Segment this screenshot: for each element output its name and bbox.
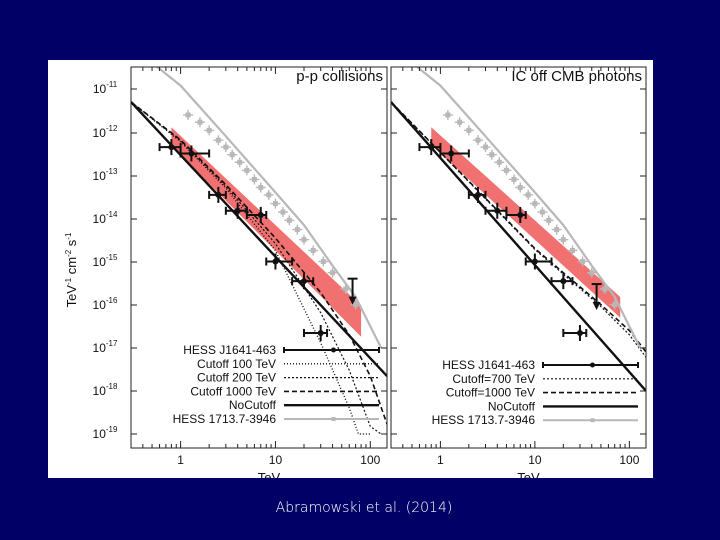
y-tick-label: 10-13	[93, 167, 118, 183]
series-line-hess-1713-7-3946-model	[415, 67, 642, 349]
data-point	[188, 150, 195, 157]
legend-label: Cutoff 200 TeV	[197, 371, 276, 385]
legend-label: Cutoff=700 TeV	[452, 372, 535, 386]
data-point	[494, 207, 501, 214]
y-tick-label: 10-17	[93, 339, 118, 355]
legend-label: HESS 1713.7-3946	[173, 412, 277, 426]
plot-area-1	[391, 67, 646, 392]
panel-0: p-p collisions 10-11 10-12 10-13 10-14 10-15 1…	[93, 66, 388, 478]
y-tick-label: 10-19	[93, 425, 118, 441]
citation-caption: Abramowski et al. (2014)	[275, 500, 453, 516]
x-axis-title: TeV	[517, 470, 540, 478]
y-tick-label: 10-14	[93, 210, 118, 226]
data-point	[300, 278, 307, 285]
data-point	[317, 329, 324, 336]
data-point	[168, 144, 175, 151]
legend-swatch-marker	[590, 362, 595, 368]
legend-label: Cutoff=1000 TeV	[446, 386, 535, 400]
legend-label: HESS J1641-463	[442, 358, 535, 372]
panel-title: IC off CMB photons	[511, 68, 642, 85]
x-tick-label: 1	[437, 453, 444, 467]
legend-swatch-marker	[590, 418, 595, 423]
spectra-chart: TeV-1 cm-2 s-1 p-p collisions 10-11 10-12 1…	[64, 66, 647, 478]
legend-label: NoCutoff	[488, 399, 536, 413]
series-line-cutoff-200-tev	[131, 101, 382, 435]
data-point	[215, 191, 222, 198]
series-line-cutoff-1000-tev	[131, 101, 387, 425]
legend-swatch-marker	[331, 417, 336, 421]
data-point	[272, 258, 279, 265]
legend-label: Cutoff 1000 TeV	[190, 384, 276, 398]
y-tick-label: 10-18	[93, 382, 118, 398]
y-axis-title: TeV-1 cm-2 s-1	[64, 232, 79, 307]
confidence-band	[431, 127, 621, 318]
legend-label: HESS 1713.7-3946	[432, 413, 536, 427]
x-tick-label: 10	[269, 453, 283, 467]
x-axis-title: TeV	[258, 470, 281, 478]
y-tick-label: 10-16	[93, 296, 118, 312]
series-line-cutoff-1000-tev	[391, 101, 646, 353]
upper-limit-arrowhead	[592, 302, 601, 311]
data-point	[448, 150, 455, 157]
series-line-nocutoff	[391, 101, 646, 392]
plot-frame	[130, 66, 388, 449]
legend-label: HESS J1641-463	[183, 343, 276, 357]
data-point	[531, 258, 538, 265]
plot-frame	[390, 66, 647, 449]
y-tick-label: 10-15	[93, 253, 118, 269]
data-point	[428, 144, 435, 151]
data-point	[560, 278, 567, 285]
data-point	[517, 211, 524, 218]
x-tick-label: 10	[528, 453, 542, 467]
y-tick-label: 10-12	[93, 124, 118, 140]
data-point	[257, 211, 264, 218]
data-point	[474, 191, 481, 198]
x-tick-label: 100	[619, 453, 639, 467]
figure: TeV-1 cm-2 s-1 p-p collisions 10-11 10-12 1…	[48, 60, 653, 478]
panel-1: IC off CMB photons 1 10 100 TeV HESS J1641-46…	[390, 66, 647, 478]
data-point	[234, 207, 241, 214]
legend-label: Cutoff 100 TeV	[197, 357, 276, 371]
x-tick-label: 1	[177, 453, 184, 467]
legend-label: NoCutoff	[229, 398, 277, 412]
x-tick-label: 100	[360, 453, 380, 467]
upper-limit-arrowhead	[348, 296, 357, 305]
y-tick-label: 10-11	[93, 80, 118, 96]
panel-title: p-p collisions	[296, 68, 383, 85]
data-point	[576, 329, 583, 336]
legend-swatch-marker	[331, 347, 336, 353]
series-line-cutoff-700-tev	[391, 101, 646, 358]
plot-area-0	[131, 67, 387, 435]
